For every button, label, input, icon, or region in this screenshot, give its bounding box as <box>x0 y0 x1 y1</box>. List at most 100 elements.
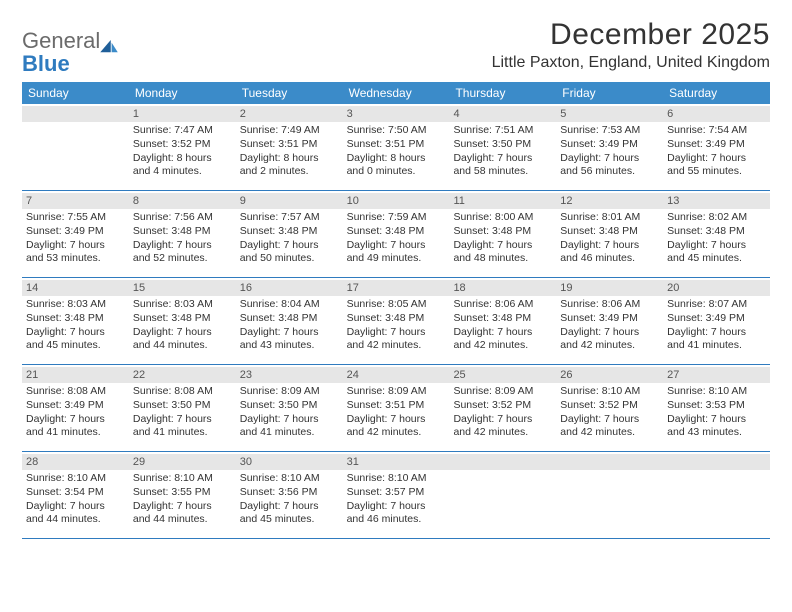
daylight-text-2: and 49 minutes. <box>347 252 446 266</box>
daylight-text-2: and 58 minutes. <box>453 165 552 179</box>
sunrise-text: Sunrise: 8:09 AM <box>240 385 339 399</box>
dow-wednesday: Wednesday <box>343 82 450 104</box>
sunrise-text: Sunrise: 7:53 AM <box>560 124 659 138</box>
week-row: 7Sunrise: 7:55 AMSunset: 3:49 PMDaylight… <box>22 191 770 278</box>
day-number: 11 <box>449 193 556 209</box>
day-number: 27 <box>663 367 770 383</box>
daylight-text-2: and 42 minutes. <box>347 426 446 440</box>
daylight-text-2: and 44 minutes. <box>133 339 232 353</box>
weeks-container: 1Sunrise: 7:47 AMSunset: 3:52 PMDaylight… <box>22 104 770 539</box>
day-cell: 10Sunrise: 7:59 AMSunset: 3:48 PMDayligh… <box>343 191 450 277</box>
day-cell <box>22 104 129 190</box>
dow-monday: Monday <box>129 82 236 104</box>
sunset-text: Sunset: 3:52 PM <box>560 399 659 413</box>
sunset-text: Sunset: 3:51 PM <box>240 138 339 152</box>
sunset-text: Sunset: 3:50 PM <box>453 138 552 152</box>
dow-row: Sunday Monday Tuesday Wednesday Thursday… <box>22 82 770 104</box>
sunset-text: Sunset: 3:51 PM <box>347 399 446 413</box>
sunset-text: Sunset: 3:49 PM <box>667 312 766 326</box>
sunrise-text: Sunrise: 7:55 AM <box>26 211 125 225</box>
day-number: 1 <box>129 106 236 122</box>
calendar: Sunday Monday Tuesday Wednesday Thursday… <box>22 82 770 539</box>
day-cell: 16Sunrise: 8:04 AMSunset: 3:48 PMDayligh… <box>236 278 343 364</box>
day-number: 15 <box>129 280 236 296</box>
day-number: 20 <box>663 280 770 296</box>
sunset-text: Sunset: 3:50 PM <box>133 399 232 413</box>
sunrise-text: Sunrise: 8:10 AM <box>133 472 232 486</box>
day-number: 23 <box>236 367 343 383</box>
sunset-text: Sunset: 3:51 PM <box>347 138 446 152</box>
sunset-text: Sunset: 3:48 PM <box>240 225 339 239</box>
sunset-text: Sunset: 3:55 PM <box>133 486 232 500</box>
sunrise-text: Sunrise: 8:03 AM <box>26 298 125 312</box>
daylight-text-2: and 41 minutes. <box>240 426 339 440</box>
sunset-text: Sunset: 3:52 PM <box>133 138 232 152</box>
sunset-text: Sunset: 3:49 PM <box>26 399 125 413</box>
logo-sail-icon <box>100 40 118 54</box>
daylight-text-1: Daylight: 7 hours <box>26 500 125 514</box>
sunset-text: Sunset: 3:57 PM <box>347 486 446 500</box>
daylight-text-1: Daylight: 7 hours <box>347 500 446 514</box>
day-cell: 24Sunrise: 8:09 AMSunset: 3:51 PMDayligh… <box>343 365 450 451</box>
header: General Blue December 2025 Little Paxton… <box>22 18 770 76</box>
sunrise-text: Sunrise: 8:01 AM <box>560 211 659 225</box>
daylight-text-2: and 43 minutes. <box>667 426 766 440</box>
day-number: 26 <box>556 367 663 383</box>
sunrise-text: Sunrise: 7:56 AM <box>133 211 232 225</box>
sunset-text: Sunset: 3:53 PM <box>667 399 766 413</box>
sunset-text: Sunset: 3:50 PM <box>240 399 339 413</box>
daylight-text-1: Daylight: 8 hours <box>133 152 232 166</box>
daylight-text-1: Daylight: 7 hours <box>133 239 232 253</box>
day-cell: 4Sunrise: 7:51 AMSunset: 3:50 PMDaylight… <box>449 104 556 190</box>
week-row: 1Sunrise: 7:47 AMSunset: 3:52 PMDaylight… <box>22 104 770 191</box>
daylight-text-1: Daylight: 7 hours <box>347 326 446 340</box>
sunrise-text: Sunrise: 8:10 AM <box>26 472 125 486</box>
sunset-text: Sunset: 3:49 PM <box>26 225 125 239</box>
day-cell: 13Sunrise: 8:02 AMSunset: 3:48 PMDayligh… <box>663 191 770 277</box>
sunset-text: Sunset: 3:49 PM <box>560 312 659 326</box>
daylight-text-1: Daylight: 7 hours <box>347 413 446 427</box>
sunrise-text: Sunrise: 8:09 AM <box>453 385 552 399</box>
day-cell <box>449 452 556 538</box>
daylight-text-1: Daylight: 7 hours <box>667 413 766 427</box>
day-number: 13 <box>663 193 770 209</box>
sunrise-text: Sunrise: 8:10 AM <box>240 472 339 486</box>
day-number <box>449 454 556 470</box>
week-row: 21 Sunrise: 8:08 AM Sunset: 3:49 PM Dayligh… <box>22 365 770 452</box>
day-number: 9 <box>236 193 343 209</box>
daylight-text-1: Daylight: 7 hours <box>453 239 552 253</box>
daylight-text-2: and 46 minutes. <box>347 513 446 527</box>
day-cell: 7Sunrise: 7:55 AMSunset: 3:49 PMDaylight… <box>22 191 129 277</box>
daylight-text-2: and 55 minutes. <box>667 165 766 179</box>
sunrise-text: Sunrise: 8:00 AM <box>453 211 552 225</box>
dow-thursday: Thursday <box>449 82 556 104</box>
day-number: 21 <box>22 367 129 383</box>
dow-tuesday: Tuesday <box>236 82 343 104</box>
day-cell: 18Sunrise: 8:06 AMSunset: 3:48 PMDayligh… <box>449 278 556 364</box>
daylight-text-1: Daylight: 7 hours <box>453 326 552 340</box>
day-cell: 3Sunrise: 7:50 AMSunset: 3:51 PMDaylight… <box>343 104 450 190</box>
day-cell: 11Sunrise: 8:00 AMSunset: 3:48 PMDayligh… <box>449 191 556 277</box>
sunrise-text: Sunrise: 8:08 AM <box>133 385 232 399</box>
daylight-text-2: and 43 minutes. <box>240 339 339 353</box>
day-cell: 22Sunrise: 8:08 AMSunset: 3:50 PMDayligh… <box>129 365 236 451</box>
dow-saturday: Saturday <box>663 82 770 104</box>
day-cell: 19Sunrise: 8:06 AMSunset: 3:49 PMDayligh… <box>556 278 663 364</box>
daylight-text-2: and 45 minutes. <box>26 339 125 353</box>
day-number: 29 <box>129 454 236 470</box>
daylight-text-2: and 45 minutes. <box>240 513 339 527</box>
daylight-text-1: Daylight: 7 hours <box>667 239 766 253</box>
daylight-text-1: Daylight: 7 hours <box>560 413 659 427</box>
sunrise-text: Sunrise: 8:07 AM <box>667 298 766 312</box>
day-number: 24 <box>343 367 450 383</box>
daylight-text-1: Daylight: 8 hours <box>240 152 339 166</box>
sunset-text: Sunset: 3:48 PM <box>347 312 446 326</box>
day-number: 18 <box>449 280 556 296</box>
daylight-text-2: and 42 minutes. <box>347 339 446 353</box>
title-block: December 2025 Little Paxton, England, Un… <box>492 18 770 72</box>
day-number <box>22 106 129 122</box>
day-cell: 21Sunrise: 8:08 AMSunset: 3:49 PMDayligh… <box>22 365 129 451</box>
sunrise-text: Sunrise: 7:49 AM <box>240 124 339 138</box>
daylight-text-1: Daylight: 7 hours <box>560 326 659 340</box>
sunrise-text: Sunrise: 8:02 AM <box>667 211 766 225</box>
